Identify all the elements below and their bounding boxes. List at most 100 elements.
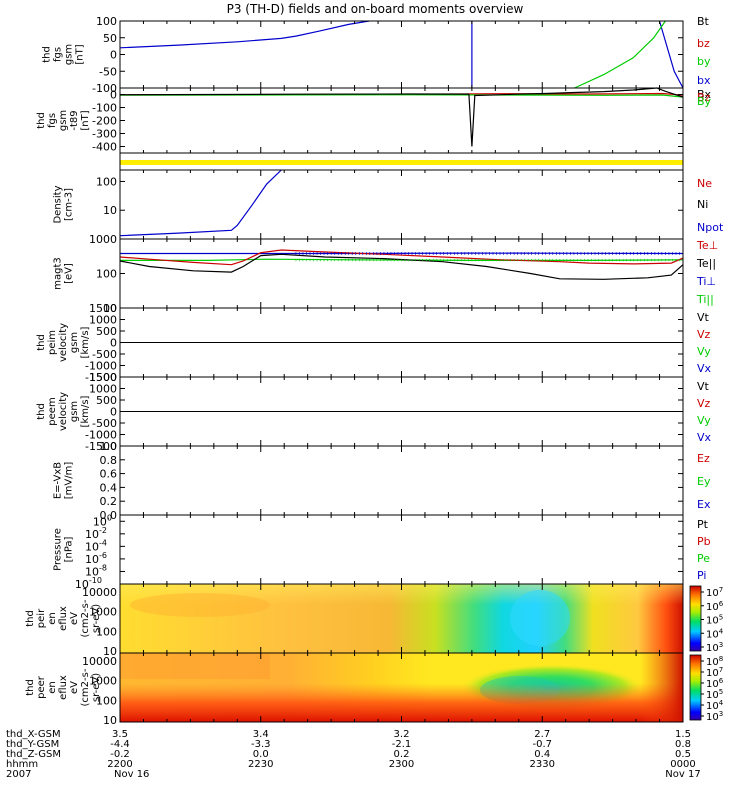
legend-entry: Ne xyxy=(697,177,712,190)
x-axis: thd_X-GSMthd_Y-GSMthd_Z-GSMhhmm20073.5-4… xyxy=(6,21,701,780)
pressure-legend: Pt Pb Pe Pi xyxy=(697,518,711,582)
fgs_t89-y-label: thdfgsgsm-t89[nT] xyxy=(36,110,91,131)
x-tick-label: -0.7 xyxy=(532,739,552,750)
peir-y-ticks: 10000 1000 100 10 xyxy=(82,586,683,658)
x-tick-label: 3.4 xyxy=(253,729,269,740)
legend-entry: Bx xyxy=(697,88,712,101)
y-tick-label: 1500 xyxy=(89,371,117,384)
panel-stack: 100500-50-100thdfgsgsm[nT]Btbzbybx0-100-… xyxy=(25,15,724,727)
colorbar-tick-label: 107 xyxy=(706,586,723,599)
x-row-label: thd_Z-GSM xyxy=(6,749,61,760)
y-tick-label: 0.2 xyxy=(100,495,118,508)
y-tick-label: -500 xyxy=(92,417,117,430)
efield-y-label: E=-VxB[mV/m] xyxy=(53,462,75,500)
fgs-series-0 xyxy=(119,20,370,49)
legend-entry: Pb xyxy=(697,535,711,548)
temperature-y-label: magt3[eV] xyxy=(53,257,75,290)
legend-entry: Vt xyxy=(697,380,710,393)
colorbar-tick-label: 103 xyxy=(706,710,723,723)
legend-entry: Vz xyxy=(697,397,711,410)
y-tick-label: -1000 xyxy=(85,360,117,373)
x-row-label: thd_X-GSM xyxy=(6,729,61,740)
x-tick-label: -2.1 xyxy=(392,739,412,750)
density-y-label: Density[cm-3] xyxy=(53,185,75,223)
legend-entry: Bz xyxy=(697,91,711,104)
panel-peim: 150010005000-500-1000-1500thdpeimvelocit… xyxy=(36,302,712,384)
y-tick-label: 1000 xyxy=(89,675,117,688)
panel-temperature: 1000 100 10 magt3[eV] Te⊥ Te|| Ti⊥ Ti|| xyxy=(53,233,719,315)
legend-entry: Vx xyxy=(697,362,712,375)
x-row-label: thd_Y-GSM xyxy=(6,739,59,750)
peem-legend: Vt Vz Vy Vx xyxy=(697,380,712,444)
temperature-series-2 xyxy=(119,249,684,266)
x-tick-label: 0.2 xyxy=(394,749,410,760)
fgs_t89-series-2 xyxy=(119,87,684,147)
y-tick-label: 500 xyxy=(96,325,117,338)
panel-density: 100 10 Density[cm-3] Ne Ni Npot xyxy=(53,169,724,237)
legend-entry: Te|| xyxy=(696,257,716,270)
x-tick-label: 0000 xyxy=(670,759,695,770)
x-tick-label: 0.0 xyxy=(253,749,269,760)
state-bar xyxy=(120,160,683,165)
peim-legend: Vt Vz Vy Vx xyxy=(697,311,712,375)
legend-entry: Ni xyxy=(697,198,708,211)
frame-pressure xyxy=(119,514,684,585)
y-tick-label: -400 xyxy=(92,141,117,154)
y-tick-label: 100 xyxy=(96,625,117,638)
fgs-y-label: thdfgsgsm[nT] xyxy=(42,44,86,65)
legend-entry: Pt xyxy=(697,518,709,531)
legend-entry: Npot xyxy=(697,221,724,234)
fgs-y-ticks: 100 50 0 -50 -100 xyxy=(92,15,683,95)
legend-entry: Vy xyxy=(697,345,711,358)
y-tick-label: 1500 xyxy=(89,302,117,315)
legend-entry: Pi xyxy=(697,569,706,582)
panel-fgs: 100 50 0 -50 -100 thdfgsgsm[nT] Bt bz by bx xyxy=(42,15,711,95)
x-tick-label: 2300 xyxy=(389,759,414,770)
legend-entry: bx xyxy=(697,74,711,87)
efield-y-ticks: 1.00.80.60.40.20.0 xyxy=(100,440,683,522)
legend-entry: Ey xyxy=(697,475,711,488)
legend-entry: Te⊥ xyxy=(696,239,718,252)
y-tick-label: 0 xyxy=(110,49,117,62)
x-tick-label: 2200 xyxy=(107,759,132,770)
x-tick-label: -3.3 xyxy=(251,739,271,750)
density-legend: Ne Ni Npot xyxy=(697,177,724,234)
y-tick-label: 0.0 xyxy=(100,509,118,522)
x-tick-label: 0.8 xyxy=(675,739,691,750)
y-tick-label: -1500 xyxy=(85,371,117,384)
legend-entry: Ti⊥ xyxy=(696,275,716,288)
frame-fgs_t89 xyxy=(119,87,684,154)
y-tick-label: 500 xyxy=(96,394,117,407)
y-tick-label: 1000 xyxy=(89,383,117,396)
panel-pressure: 10010-210-410-610-810-10Pressure[nPa]PtP… xyxy=(53,513,711,591)
y-tick-label: 10000 xyxy=(82,586,117,599)
temperature-y-ticks: 1000 100 10 xyxy=(89,233,683,315)
y-tick-label: 1000 xyxy=(89,606,117,619)
y-tick-label: 50 xyxy=(103,32,117,45)
y-tick-label: 10 xyxy=(103,204,117,217)
density-series-0 xyxy=(119,169,282,237)
legend-entry: bz xyxy=(697,37,710,50)
y-tick-label: 10000 xyxy=(82,655,117,668)
legend-entry: Vt xyxy=(697,311,710,324)
y-tick-label: 10 xyxy=(103,714,117,727)
temperature-legend: Te⊥ Te|| Ti⊥ Ti|| xyxy=(696,239,718,306)
y-tick-label: -1500 xyxy=(85,440,117,453)
y-tick-label: 1.0 xyxy=(100,440,118,453)
pressure-y-label: Pressure[nPa] xyxy=(53,528,75,571)
panel-peem: 150010005000-500-1000-1500thdpeemvelocit… xyxy=(36,371,712,453)
legend-entry: By xyxy=(697,95,712,108)
frame-temperature xyxy=(119,238,684,309)
y-tick-label: 0.6 xyxy=(100,468,118,481)
y-tick-label: 0 xyxy=(110,406,117,419)
temperature-noise xyxy=(295,251,684,262)
y-tick-label: 1000 xyxy=(89,314,117,327)
x-tick-label: 1.5 xyxy=(675,729,691,740)
frame-fgs xyxy=(119,20,684,89)
density-y-ticks: 100 10 xyxy=(96,175,683,217)
